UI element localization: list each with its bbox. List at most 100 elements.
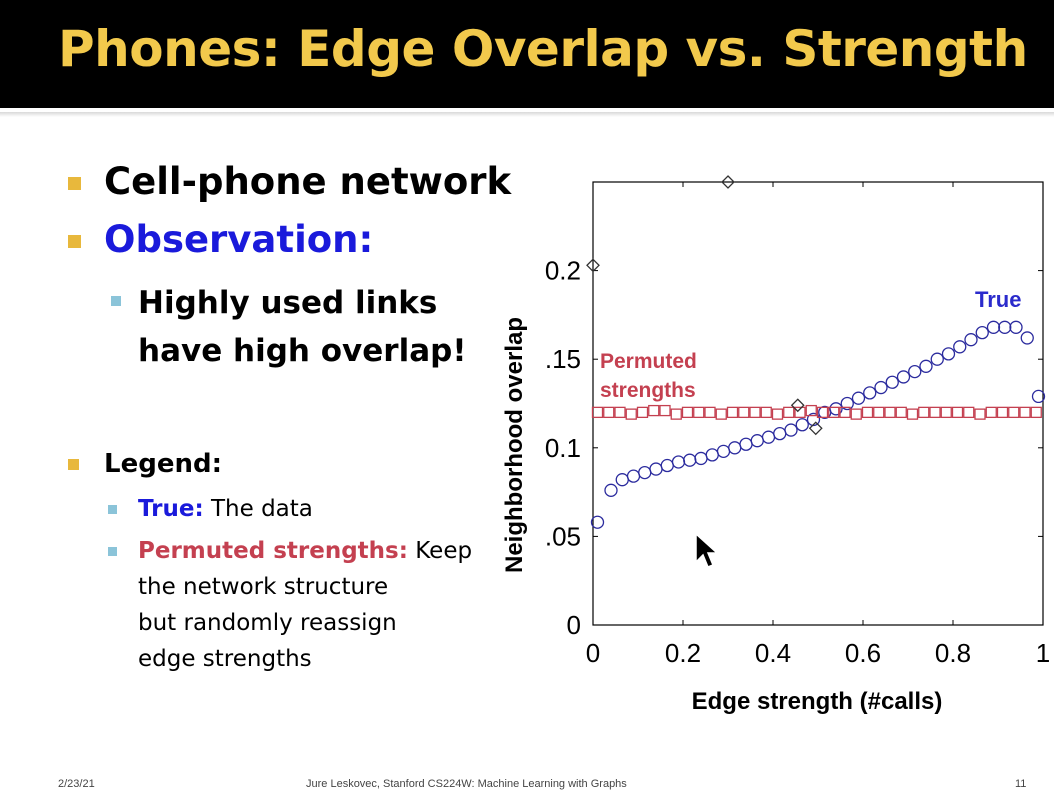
plot-frame <box>592 181 1044 626</box>
x-tick-label: 0.2 <box>665 638 701 668</box>
x-tick-label: 0.6 <box>845 638 881 668</box>
true-series-point <box>638 465 652 480</box>
true-series-point <box>784 423 798 437</box>
true-series-point <box>919 359 933 373</box>
legend-true-key: True: <box>138 496 204 522</box>
true-series-point <box>795 418 809 432</box>
permuted-series-point <box>681 406 694 419</box>
true-series-point <box>930 352 944 366</box>
true-series-point <box>863 386 877 400</box>
bullet-square-icon <box>68 235 81 248</box>
permuted-series-point <box>738 406 750 419</box>
y-tick-label: 0.2 <box>545 256 581 286</box>
permuted-series-point <box>726 406 739 419</box>
permuted-series-point <box>884 406 896 419</box>
permuted-series-point <box>603 406 615 419</box>
true-series-point <box>750 434 764 448</box>
permuted-series-point <box>951 406 964 419</box>
bullet-square-icon <box>68 459 79 470</box>
permuted-series-point <box>985 406 997 419</box>
permuted-series-point <box>816 406 829 419</box>
true-series-point <box>694 451 708 466</box>
true-series-point <box>705 448 719 462</box>
true-series-point <box>975 325 989 340</box>
permuted-annotation-line-1: Permuted <box>600 350 697 373</box>
legend-permuted-text: Keep <box>407 538 473 564</box>
true-annotation: True <box>975 287 1021 312</box>
permuted-series-point <box>929 406 941 419</box>
true-series-point <box>671 455 686 469</box>
true-series-point <box>716 444 731 458</box>
true-series-point <box>626 469 641 483</box>
permuted-series-point <box>783 406 795 419</box>
true-series-point <box>604 483 618 497</box>
true-series-point <box>590 515 605 529</box>
permuted-series-point <box>760 406 772 419</box>
legend-true-text: The data <box>203 496 313 522</box>
x-tick-label: 0.4 <box>755 638 791 668</box>
diamond-marker-point <box>790 398 805 413</box>
permuted-series-point <box>850 408 862 420</box>
true-series-point <box>896 370 911 384</box>
mouse-pointer-icon <box>695 532 719 568</box>
true-series-point <box>615 473 629 487</box>
x-axis-label: Edge strength (#calls) <box>692 688 943 715</box>
permuted-series-point <box>794 406 806 419</box>
true-series-point <box>739 437 753 451</box>
permuted-series-point <box>895 406 907 419</box>
permuted-series-point <box>906 408 919 420</box>
permuted-series-point <box>805 404 817 417</box>
permuted-series-point <box>659 404 671 417</box>
bullet-cell-phone-network: Cell-phone network <box>104 160 512 203</box>
permuted-series-point <box>861 406 874 419</box>
permuted-series-point <box>873 406 885 419</box>
true-series-point <box>1009 320 1023 334</box>
permuted-series-point <box>974 408 986 420</box>
diamond-marker-point <box>586 258 600 273</box>
permuted-series-point <box>1030 406 1042 419</box>
observation-line-1: Highly used links <box>138 285 438 321</box>
true-series-point <box>761 430 776 444</box>
true-series-point <box>953 340 967 354</box>
bullet-square-icon <box>68 177 81 190</box>
footer-page-number: 11 <box>1015 778 1027 790</box>
footer-date: 2/23/21 <box>58 778 95 790</box>
true-series-point <box>829 402 843 416</box>
legend-permuted-key: Permuted strengths: <box>138 538 408 564</box>
legend-permuted-line-2: the network structure <box>138 574 389 600</box>
permuted-series-point <box>648 404 660 417</box>
sub-bullet-square-icon <box>111 296 121 306</box>
observation-line-2: have high overlap! <box>138 333 467 369</box>
y-tick-label: 0.1 <box>545 433 581 463</box>
diamond-marker-point <box>721 175 735 189</box>
true-series-point <box>964 333 978 347</box>
true-series-point <box>683 453 697 467</box>
true-series-point <box>874 380 888 395</box>
true-series-point <box>840 396 854 411</box>
y-tick-label: 0 <box>567 610 581 640</box>
bullet-observation: Observation: <box>104 218 374 261</box>
title-divider <box>0 112 1054 117</box>
permuted-series-point <box>636 406 649 419</box>
y-axis-label: Neighborhood overlap <box>501 317 528 573</box>
permuted-series-point <box>1019 406 1031 419</box>
x-tick-label: 0 <box>586 638 600 668</box>
title-bar: Phones: Edge Overlap vs. Strength <box>0 0 1054 108</box>
true-series-point <box>773 426 787 441</box>
permuted-series-point <box>715 408 727 420</box>
legend-permuted-line-4: edge strengths <box>138 646 312 672</box>
true-series-point <box>728 441 742 455</box>
y-tick-label: .05 <box>545 521 581 551</box>
x-tick-label: 0.8 <box>935 638 971 668</box>
sub-bullet-square-icon <box>108 505 117 514</box>
permuted-series-point <box>614 406 626 419</box>
x-tick-label: 1 <box>1036 638 1050 668</box>
slide-title: Phones: Edge Overlap vs. Strength <box>58 20 1028 78</box>
sub-bullet-square-icon <box>108 547 117 556</box>
true-series-point <box>941 347 956 361</box>
permuted-series-point <box>828 406 840 419</box>
permuted-series-point <box>940 406 952 419</box>
true-series-point <box>649 462 663 476</box>
true-series-point <box>908 364 922 379</box>
